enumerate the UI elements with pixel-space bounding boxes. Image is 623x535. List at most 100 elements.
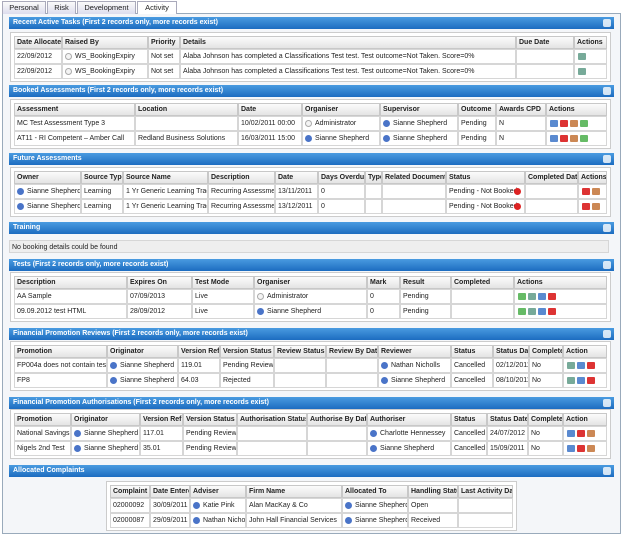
action-icon[interactable] (587, 445, 595, 452)
table-cell: Sianne Shepherd (378, 373, 451, 388)
action-icon[interactable] (578, 53, 586, 60)
action-icon[interactable] (528, 308, 536, 315)
collapse-button[interactable] (603, 224, 611, 232)
table-cell: 02000087 (110, 513, 150, 528)
action-icon[interactable] (582, 188, 590, 195)
table-cell: 22/09/2012 (14, 49, 62, 64)
collapse-button[interactable] (603, 330, 611, 338)
action-icon[interactable] (578, 68, 586, 75)
action-icon[interactable] (587, 377, 595, 384)
column-header: Version Status (183, 413, 237, 426)
column-header: Type (365, 171, 382, 184)
table-cell: No (528, 426, 563, 441)
person-icon (110, 377, 117, 384)
table-cell (525, 184, 578, 199)
collapse-button[interactable] (603, 155, 611, 163)
action-icon[interactable] (582, 203, 590, 210)
person-icon (381, 377, 388, 384)
action-icon[interactable] (592, 188, 600, 195)
table-cell: Open (408, 498, 458, 513)
action-icon[interactable] (567, 445, 575, 452)
column-header: Actions (578, 171, 607, 184)
table-cell: Administrator (254, 289, 367, 304)
action-icon[interactable] (580, 120, 588, 127)
table-cell: Pending Review (183, 441, 237, 456)
table-cell: Administrator (302, 116, 380, 131)
action-icon[interactable] (528, 293, 536, 300)
action-icon[interactable] (567, 377, 575, 384)
action-icon[interactable] (577, 430, 585, 437)
table-cell (563, 373, 607, 388)
action-icon[interactable] (550, 135, 558, 142)
table-cell: Pending Review (220, 358, 274, 373)
collapse-button[interactable] (603, 87, 611, 95)
table-cell: No (529, 358, 563, 373)
table-cell: Pending (458, 116, 496, 131)
table-cell: National Savings (14, 426, 71, 441)
action-icon[interactable] (592, 203, 600, 210)
tab[interactable]: Activity (137, 1, 177, 14)
section-header: Booked Assessments (First 2 records only… (9, 85, 614, 97)
action-icon[interactable] (538, 308, 546, 315)
collapse-button[interactable] (603, 467, 611, 475)
column-header: Action (563, 345, 607, 358)
collapse-button[interactable] (603, 261, 611, 269)
table-cell: 13/12/2011 (275, 199, 318, 214)
table-cell: N (496, 116, 546, 131)
table-cell: 1 Yr Generic Learning Track (123, 199, 208, 214)
action-icon[interactable] (587, 430, 595, 437)
tab[interactable]: Risk (47, 1, 76, 14)
tab[interactable]: Development (77, 1, 136, 14)
section-header: Recent Active Tasks (First 2 records onl… (9, 17, 614, 29)
person-icon (193, 502, 200, 509)
column-header: Status (446, 171, 525, 184)
column-header: Allocated To (342, 485, 408, 498)
alert-icon (514, 188, 521, 195)
action-icon[interactable] (577, 445, 585, 452)
person-icon (74, 445, 81, 452)
table-cell: No (528, 441, 563, 456)
table-cell: 0 (367, 304, 400, 319)
table-cell: Cancelled (451, 426, 487, 441)
table-cell: 0 (318, 199, 365, 214)
table-cell: 0 (318, 184, 365, 199)
alert-icon (514, 203, 521, 210)
table-cell: Pending - Not Booked (446, 184, 525, 199)
column-header: Result (400, 276, 451, 289)
column-header: Promotion (14, 345, 107, 358)
table-cell: 24/07/2012 (487, 426, 528, 441)
action-icon[interactable] (518, 293, 526, 300)
column-header: Originator (71, 413, 140, 426)
person-icon (17, 203, 24, 210)
table-cell: Pending (458, 131, 496, 146)
action-icon[interactable] (518, 308, 526, 315)
action-icon[interactable] (550, 120, 558, 127)
table-cell (382, 184, 446, 199)
action-icon[interactable] (548, 308, 556, 315)
table-cell: Recurring Assessment (208, 184, 275, 199)
table-cell: AA Sample (14, 289, 127, 304)
collapse-button[interactable] (603, 399, 611, 407)
action-icon[interactable] (567, 362, 575, 369)
action-icon[interactable] (560, 120, 568, 127)
action-icon[interactable] (580, 135, 588, 142)
tab[interactable]: Personal (2, 1, 46, 14)
action-icon[interactable] (567, 430, 575, 437)
table-cell: Not set (148, 49, 180, 64)
table-cell: 09.09.2012 test HTML (14, 304, 127, 319)
column-header: Firm Name (246, 485, 342, 498)
action-icon[interactable] (577, 362, 585, 369)
action-icon[interactable] (570, 120, 578, 127)
collapse-button[interactable] (603, 19, 611, 27)
action-icon[interactable] (577, 377, 585, 384)
action-icon[interactable] (538, 293, 546, 300)
action-icon[interactable] (548, 293, 556, 300)
status-icon (305, 120, 312, 127)
column-header: Promotion (14, 413, 71, 426)
table-cell (451, 304, 514, 319)
action-icon[interactable] (560, 135, 568, 142)
column-header: Location (135, 103, 238, 116)
action-icon[interactable] (587, 362, 595, 369)
person-icon (74, 430, 81, 437)
action-icon[interactable] (570, 135, 578, 142)
